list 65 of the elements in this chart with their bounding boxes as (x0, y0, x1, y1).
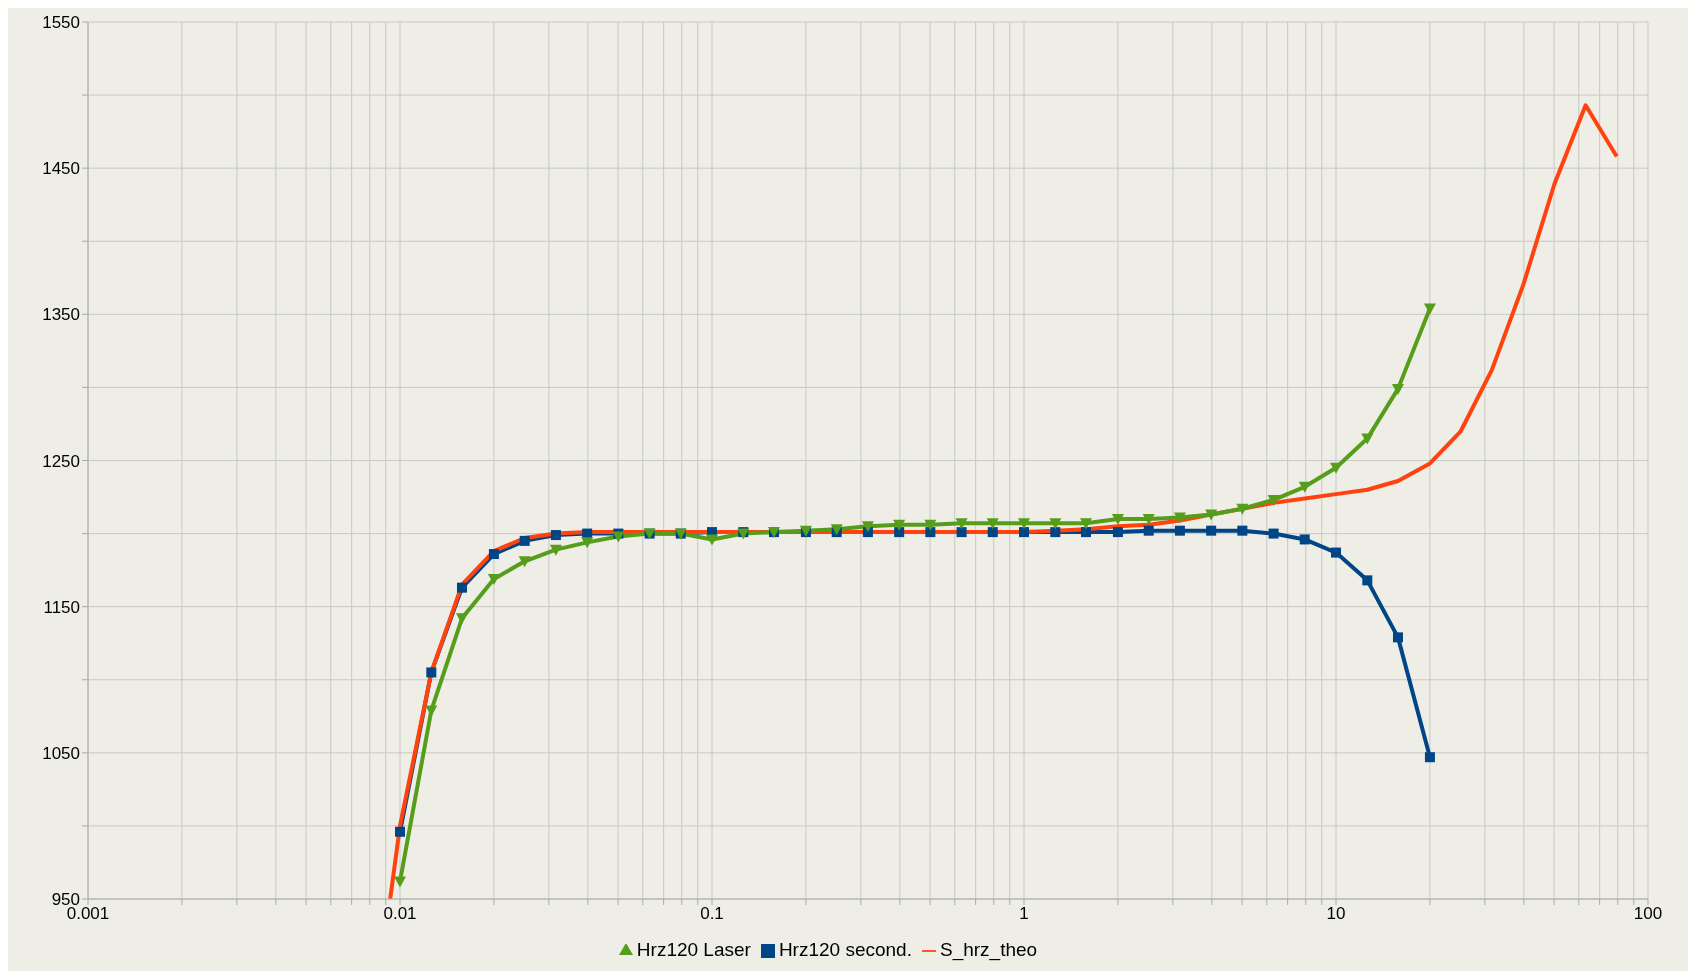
point (924, 519, 937, 531)
point (1392, 632, 1403, 643)
point (549, 544, 562, 556)
point (1050, 527, 1061, 538)
point (1423, 303, 1436, 315)
x-tick-label: 0.01 (383, 904, 417, 924)
point (1298, 481, 1311, 493)
point (519, 535, 530, 546)
y-tick-label: 1350 (42, 305, 80, 325)
point (1205, 509, 1218, 521)
point (956, 527, 967, 538)
y-tick-label: 1050 (42, 743, 80, 763)
y-tick-label: 1550 (42, 13, 80, 33)
point (1142, 513, 1155, 525)
point (1206, 525, 1217, 536)
y-tick-label: 1450 (42, 159, 80, 179)
point (1018, 518, 1030, 530)
x-tick-label: 100 (1633, 904, 1663, 924)
point (426, 667, 437, 678)
point (1019, 527, 1029, 538)
point (487, 573, 500, 585)
point (1173, 512, 1186, 524)
y-tick-label: 1150 (43, 597, 80, 617)
point (706, 534, 718, 546)
point (987, 527, 998, 538)
point (395, 826, 405, 837)
point (1267, 494, 1280, 506)
point (612, 531, 625, 543)
point (893, 519, 906, 531)
point (550, 530, 561, 541)
point (1049, 518, 1062, 530)
point (861, 521, 874, 533)
point (1331, 547, 1341, 558)
legend-label: Hrz120 Laser (636, 939, 751, 960)
point (986, 518, 999, 530)
point (1236, 503, 1249, 515)
x-tick-label: 0.1 (700, 904, 724, 924)
point (456, 582, 467, 593)
x-tick-label: 10 (1326, 904, 1346, 924)
point (894, 527, 905, 538)
legend-label: S_hrz_theo (939, 939, 1038, 960)
point (1362, 575, 1373, 586)
point (1361, 433, 1374, 445)
point (455, 613, 468, 625)
point (1112, 527, 1123, 538)
point (488, 549, 499, 560)
point (1080, 527, 1091, 538)
point (1268, 528, 1279, 539)
legend-label: Hrz120 second. (778, 939, 912, 960)
point (1174, 525, 1185, 536)
x-tick-label: 1 (1019, 904, 1029, 924)
point (394, 876, 406, 888)
point (955, 518, 968, 530)
point (1111, 513, 1124, 525)
point (1079, 518, 1092, 530)
point (518, 556, 531, 568)
point (1143, 525, 1154, 536)
point (1391, 383, 1404, 395)
point (1237, 525, 1248, 536)
point (925, 527, 936, 538)
y-tick-label: 1250 (42, 451, 80, 471)
point (1424, 752, 1435, 763)
point (581, 537, 594, 549)
point (1299, 534, 1310, 545)
point (1330, 462, 1342, 474)
